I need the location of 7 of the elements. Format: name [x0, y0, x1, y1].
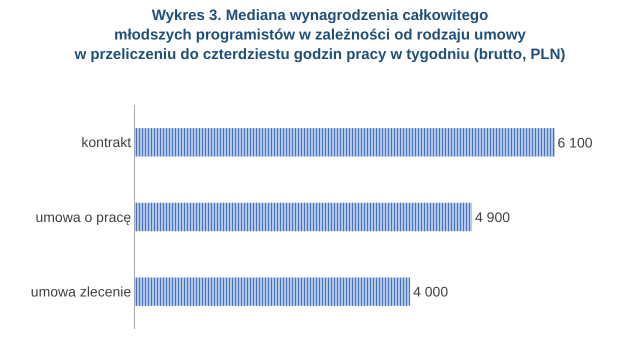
y-tick-label: umowa o pracę — [35, 208, 132, 225]
y-tick-label: kontrakt — [81, 134, 132, 150]
data-label: 4 000 — [413, 284, 448, 300]
chart-title: Wykres 3. Mediana wynagrodzenia całkowitego młodszych programistów w zależności od rodzaju umowy w przeliczeniu do czterdziestu godzin pracy w tygodniu (brutto, PLN) — [74, 7, 566, 64]
data-label: 4 900 — [474, 209, 510, 225]
data-label: 6 100 — [557, 134, 593, 150]
y-tick-label: umowa zlecenie — [30, 284, 132, 300]
